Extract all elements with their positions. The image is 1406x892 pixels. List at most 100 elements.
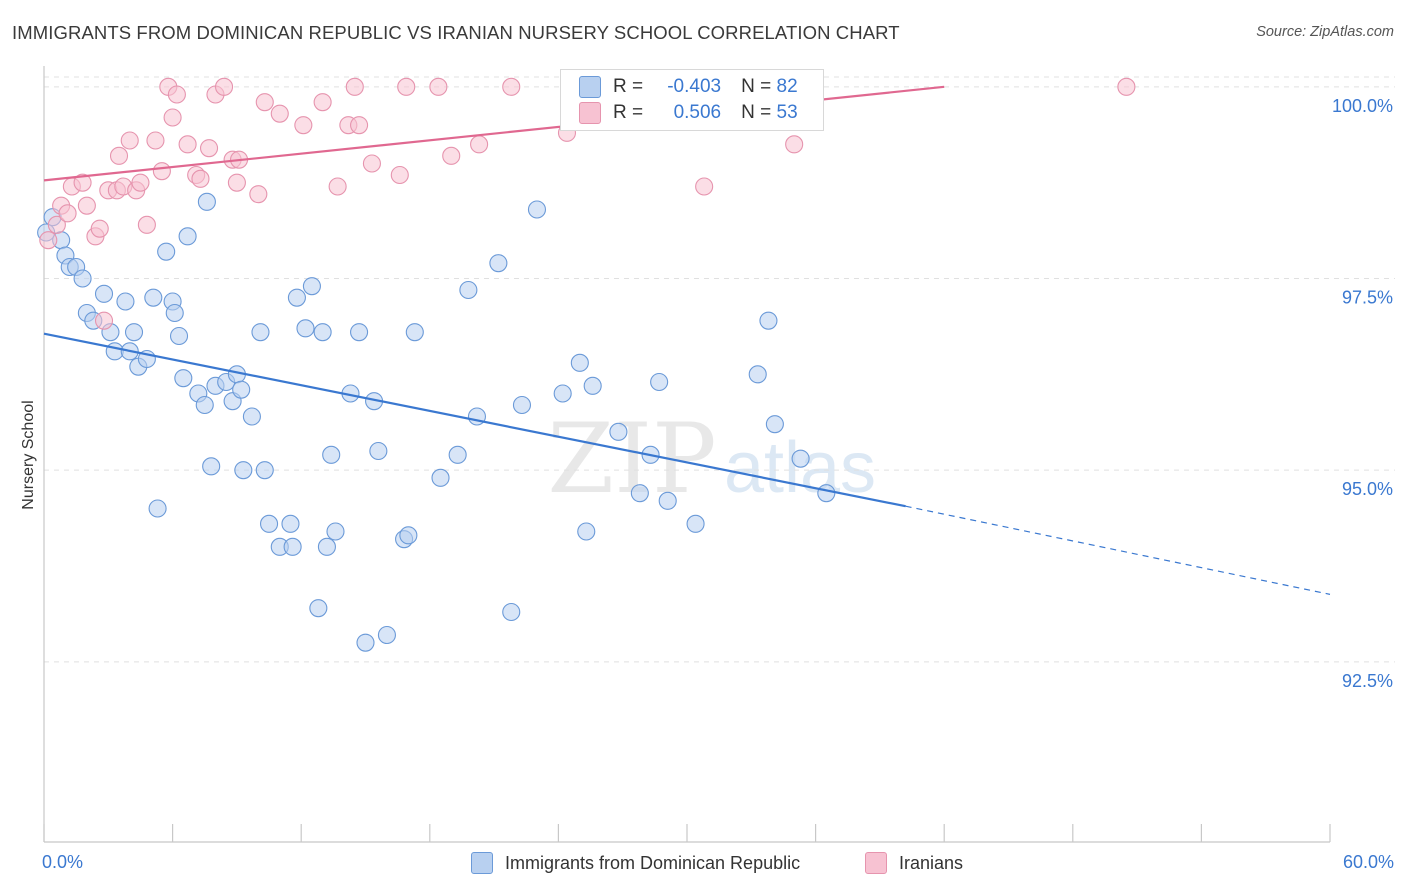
dominican-point [309, 599, 328, 618]
iranian-point [429, 77, 448, 96]
dominican-point [105, 342, 124, 361]
iranian-point [77, 196, 96, 215]
iranian-point [442, 146, 461, 165]
iranian-point [313, 93, 332, 112]
dominican-point [73, 269, 92, 288]
n-value: 53 [776, 102, 798, 123]
legend-row-blue: R = -0.403 N = 82 [579, 76, 798, 98]
iranian-point [362, 154, 381, 173]
iranian-point [345, 77, 364, 96]
dominican-point [658, 491, 677, 510]
dominican-point [313, 323, 332, 342]
iranian-point [58, 204, 77, 223]
iranian-point [199, 139, 219, 158]
dominican-point [202, 457, 221, 476]
dominican-point [791, 449, 810, 468]
dominican-point [144, 288, 163, 307]
iranian-point [90, 219, 109, 238]
iranian-point [163, 108, 182, 127]
legend-item-dominican: Immigrants from Dominican Republic [471, 852, 800, 874]
blue-swatch [471, 852, 493, 874]
n-label: N = [741, 76, 772, 97]
iranian-point [73, 173, 92, 192]
iranian-point [109, 146, 129, 165]
correlation-legend: R = -0.403 N = 82 R = 0.506 N = 53 [560, 69, 824, 131]
iranian-point [294, 116, 313, 135]
r-value: -0.403 [667, 76, 722, 97]
dominican-point [174, 369, 193, 388]
n-value: 82 [776, 76, 798, 97]
legend-label: Iranians [899, 852, 964, 873]
iranian-point [191, 169, 210, 188]
dominican-point [759, 311, 778, 330]
r-value: 0.506 [673, 102, 722, 123]
iranian-point [131, 173, 150, 192]
iranian-point [397, 77, 416, 96]
dominican-point [748, 365, 767, 384]
dominican-point [94, 284, 114, 303]
dominican-point [287, 288, 306, 307]
iranian-point [785, 135, 804, 154]
iranian-point [167, 85, 186, 104]
x-tick-label-min: 0.0% [42, 852, 84, 872]
dominican-point [302, 277, 321, 296]
pink-swatch [579, 102, 601, 124]
iranian-point [39, 231, 58, 250]
dominican-point [255, 461, 274, 480]
dominican-point [259, 514, 279, 533]
legend-row-pink: R = 0.506 N = 53 [579, 102, 798, 124]
iranian-point [470, 135, 489, 154]
y-tick-label: 92.5% [1342, 671, 1393, 691]
dominican-point [148, 499, 167, 518]
dominican-point [686, 514, 705, 533]
dominican-point [527, 200, 547, 219]
dominican-point [502, 602, 521, 622]
dominican-point [178, 227, 197, 246]
dominican-point [195, 395, 214, 415]
dominican-point [157, 242, 176, 261]
dominican-point [765, 415, 784, 434]
iranian-point [137, 215, 156, 234]
dominican-point [197, 192, 216, 211]
dominican-point [630, 484, 649, 503]
dominican-point [165, 303, 184, 323]
iranian-point [1117, 77, 1136, 96]
r-label: R = [613, 76, 644, 97]
dominican-point [489, 254, 508, 273]
iranian-point [47, 215, 66, 234]
series-legend: Immigrants from Dominican Republic Irani… [0, 852, 1406, 876]
dominican-point [242, 407, 261, 426]
dominican-point [350, 323, 369, 342]
dominican-point [609, 422, 628, 441]
dominican-point [169, 326, 189, 346]
dominican-point [326, 522, 345, 541]
dominican-point [650, 372, 669, 392]
dominican-point [459, 280, 478, 300]
dominican-point [577, 522, 596, 541]
iranian-point [249, 185, 268, 204]
dominican-point [116, 292, 135, 311]
dominican-point [512, 395, 532, 415]
iranian-point [328, 177, 347, 196]
dominican-point [124, 323, 144, 342]
iranian-point [152, 162, 171, 181]
dominican-point [431, 468, 450, 487]
n-label: N = [741, 102, 772, 123]
dominican-point [570, 353, 589, 372]
iranian-point [695, 177, 714, 196]
dominican-point [356, 633, 375, 652]
iranian-point [214, 77, 234, 96]
dominican-point [234, 461, 253, 480]
iranian-point [178, 135, 197, 154]
dominican-point [322, 445, 341, 464]
iranian-point [120, 131, 139, 150]
blue-swatch [579, 76, 601, 98]
y-tick-label: 97.5% [1342, 288, 1393, 308]
dominican-point [583, 376, 602, 395]
iranian-point [350, 116, 369, 135]
iranian-point [94, 311, 114, 330]
legend-item-iranians: Iranians [865, 852, 963, 874]
x-tick-label-max: 60.0% [1342, 852, 1394, 872]
chart-title: IMMIGRANTS FROM DOMINICAN REPUBLIC VS IR… [12, 22, 900, 43]
